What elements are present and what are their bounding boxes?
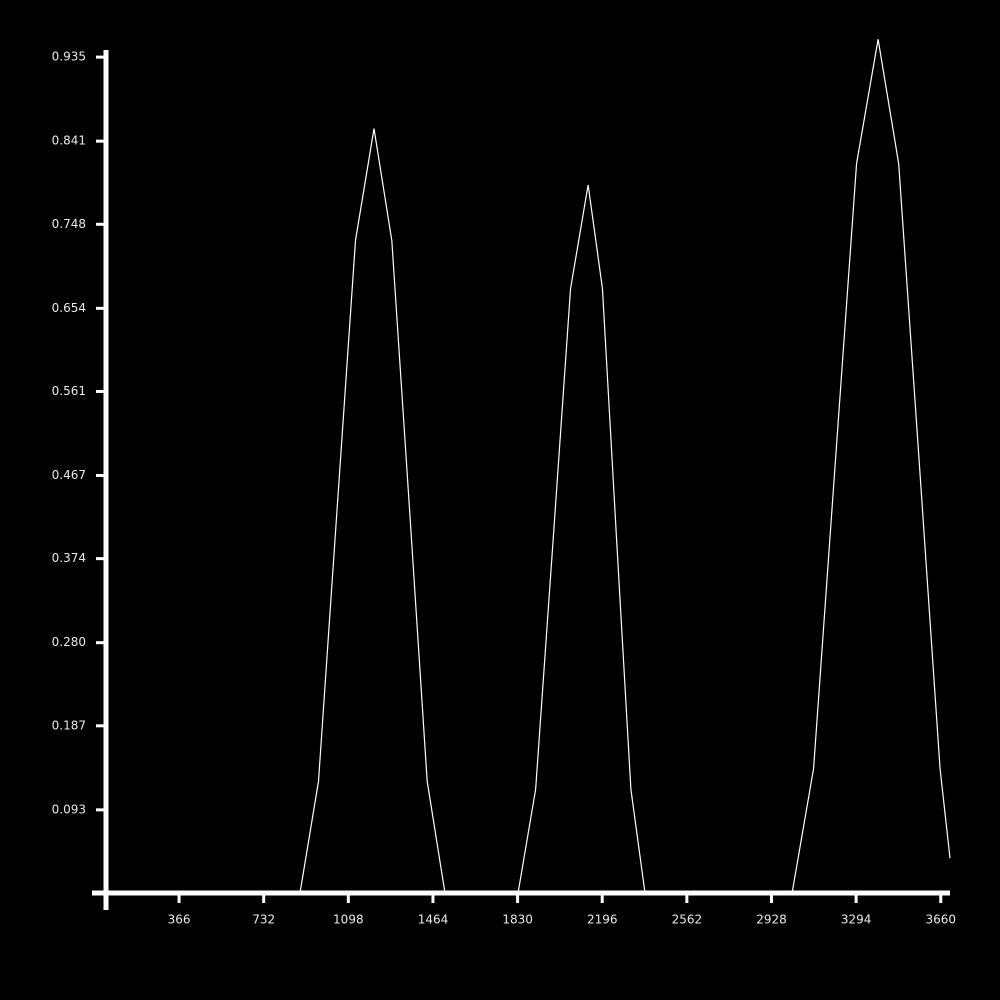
x-tick-label: 1830	[502, 913, 533, 927]
y-tick-label: 0.093	[52, 802, 86, 816]
x-tick-label: 2196	[587, 913, 618, 927]
x-tick-label: 1098	[333, 913, 364, 927]
x-tick-label: 732	[252, 913, 275, 927]
y-tick-label: 0.374	[52, 551, 86, 565]
x-tick-label: 3660	[925, 913, 956, 927]
y-tick-label: 0.935	[52, 50, 86, 64]
x-tick-label: 1464	[418, 913, 449, 927]
y-tick-label: 0.467	[52, 468, 86, 482]
y-tick-label: 0.841	[52, 134, 86, 148]
x-tick-label: 3294	[841, 913, 872, 927]
y-tick-label: 0.280	[52, 635, 86, 649]
y-tick-label: 0.654	[52, 301, 86, 315]
line	[106, 39, 951, 894]
y-tick-label: 0.187	[52, 718, 86, 732]
x-tick-label: 2928	[756, 913, 787, 927]
y-tick-label: 0.748	[52, 217, 86, 231]
y-tick-label: 0.561	[52, 384, 86, 398]
x-tick-label: 366	[168, 913, 191, 927]
x-tick-label: 2562	[672, 913, 703, 927]
